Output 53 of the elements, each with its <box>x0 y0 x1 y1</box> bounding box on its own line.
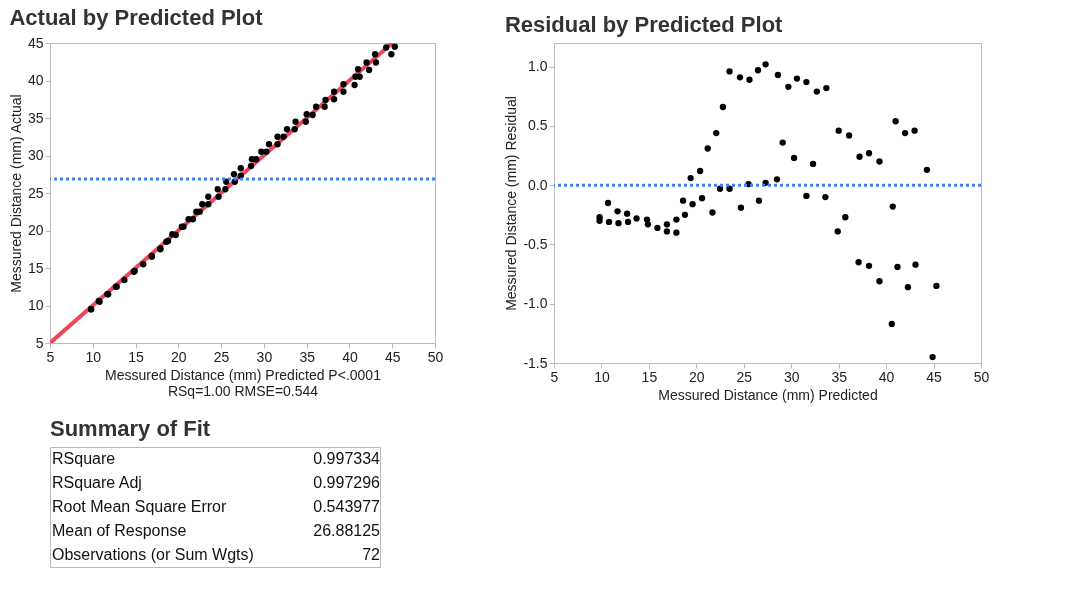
x-tick-label: 30 <box>256 348 273 365</box>
x-tick-label: 25 <box>736 368 753 385</box>
y-tick-label: 30 <box>27 147 44 163</box>
y-tick-label: 45 <box>27 34 44 51</box>
y-axis-title: Messured Distance (mm) Actual <box>7 94 24 293</box>
x-tick-label: 35 <box>299 348 316 365</box>
x-tick-label: 50 <box>973 368 990 385</box>
x-tick-label: 15 <box>128 348 145 365</box>
x-tick-label: 20 <box>689 368 705 385</box>
chart-title: Actual by Predicted Plot <box>9 5 264 30</box>
x-tick-label: 30 <box>783 368 800 385</box>
y-tick-label: 0.0 <box>528 176 548 193</box>
y-tick-label: 20 <box>27 222 44 238</box>
data-label: 72 <box>362 546 381 563</box>
x-tick-label: 20 <box>171 348 187 365</box>
x-tick-label: 10 <box>85 348 102 365</box>
x-tick-label: 5 <box>550 368 559 385</box>
y-tick-label: 35 <box>27 109 44 126</box>
x-tick-label: 15 <box>641 368 658 385</box>
y-tick-label: 40 <box>27 72 44 88</box>
chart-title: Residual by Predicted Plot <box>504 12 784 37</box>
y-tick-label: -1.5 <box>523 354 548 371</box>
category-label: Mean of Response <box>52 522 187 539</box>
data-label: 0.997334 <box>313 450 381 467</box>
y-tick-label: -1.0 <box>523 295 548 312</box>
x-tick-label: 50 <box>427 348 444 365</box>
y-tick-label: 1.0 <box>528 58 548 75</box>
text: RSq=1.00 RMSE=0.544 <box>167 382 319 399</box>
category-label: RSquare <box>52 450 116 467</box>
x-tick-label: 35 <box>831 368 848 385</box>
x-axis-title: Messured Distance (mm) Predicted P<.0001 <box>105 366 382 383</box>
data-label: 0.543977 <box>313 498 381 515</box>
x-tick-label: 45 <box>384 348 401 365</box>
category-label: Root Mean Square Error <box>52 498 227 515</box>
x-tick-label: 45 <box>926 368 943 385</box>
y-tick-label: 15 <box>27 259 44 276</box>
x-tick-label: 40 <box>342 348 358 365</box>
y-tick-label: -0.5 <box>523 235 548 252</box>
data-label: 26.88125 <box>313 522 381 539</box>
x-tick-label: 10 <box>594 368 610 385</box>
y-tick-label: 10 <box>27 297 44 313</box>
y-tick-label: 0.5 <box>528 117 548 134</box>
x-tick-label: 40 <box>878 368 895 385</box>
y-tick-label: 25 <box>27 184 44 201</box>
x-tick-label: 25 <box>213 348 230 365</box>
x-tick-label: 5 <box>46 348 55 365</box>
category-label: Observations (or Sum Wgts) <box>52 546 254 563</box>
text: Summary of Fit <box>50 416 211 441</box>
category-label: RSquare Adj <box>52 474 142 491</box>
y-tick-label: 5 <box>35 334 44 351</box>
y-axis-title: Messured Distance (mm) Residual <box>503 96 520 311</box>
x-axis-title: Messured Distance (mm) Predicted <box>658 386 878 403</box>
data-label: 0.997296 <box>313 474 381 491</box>
